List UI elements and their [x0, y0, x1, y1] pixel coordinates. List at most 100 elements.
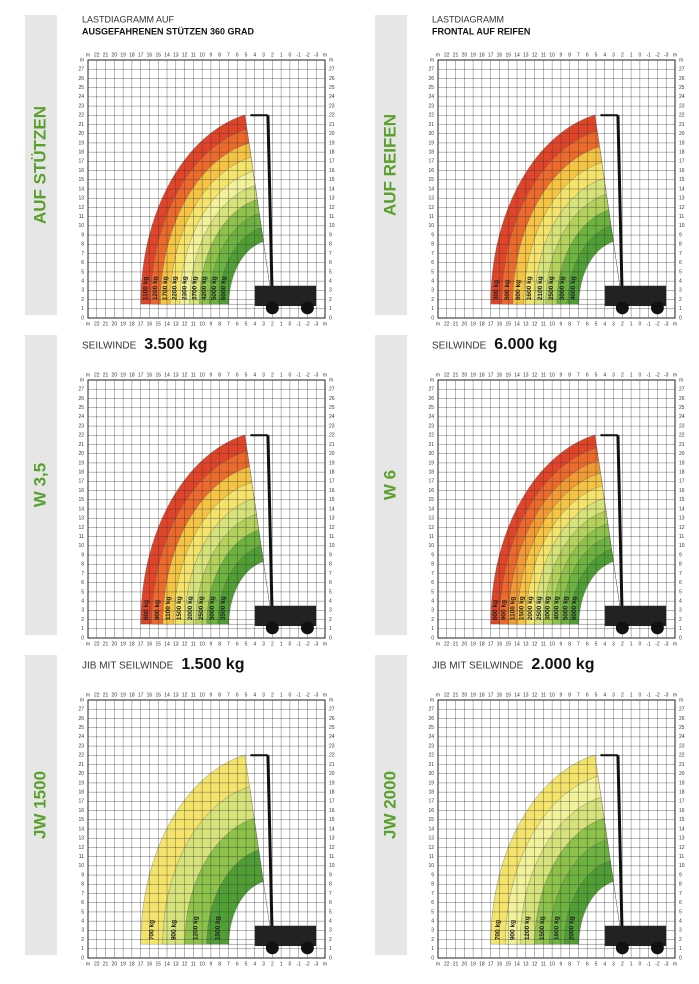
x-axis-label: 4 [603, 692, 606, 698]
x-axis-label: 14 [514, 961, 520, 967]
y-axis-label: 11 [79, 854, 84, 860]
x-axis-label: -2 [305, 692, 310, 698]
x-axis-label: 5 [595, 641, 598, 647]
x-axis-label: 4 [253, 52, 256, 58]
y-axis-label: 6 [81, 900, 84, 906]
x-axis-label: 5 [245, 961, 248, 967]
y-axis-label: 23 [679, 103, 685, 109]
subtitle: 2.000 kg [531, 656, 594, 673]
x-axis-label: 17 [488, 692, 494, 698]
y-axis-label: 26 [679, 716, 685, 722]
x-axis-label: 1 [280, 52, 283, 58]
x-axis-label: 0 [288, 321, 291, 327]
x-axis-label: 3 [262, 641, 265, 647]
x-axis-label: 10 [549, 321, 555, 327]
y-axis-label: 15 [428, 497, 434, 503]
y-axis-label: 23 [428, 103, 434, 109]
y-axis-label: 4 [431, 278, 434, 284]
wheel [650, 941, 664, 955]
y-axis-label: 18 [329, 149, 335, 155]
y-axis-label: 17 [78, 479, 84, 485]
y-axis-label: 23 [329, 743, 335, 749]
x-axis-label: 20 [112, 961, 118, 967]
y-axis-label: 14 [679, 826, 685, 832]
y-axis-label: 17 [329, 799, 335, 805]
y-axis-label: 10 [329, 223, 335, 229]
x-axis-label: 7 [577, 641, 580, 647]
y-axis-label: 0 [679, 635, 682, 641]
diagram-panel: AUF STÜTZEN LASTDIAGRAMM AUF AUSGEFAHRENEN… [25, 14, 335, 327]
boom [266, 115, 274, 305]
y-axis-label: 4 [81, 918, 84, 924]
x-axis-label: 15 [155, 372, 161, 378]
y-axis-label: 0 [431, 635, 434, 641]
y-axis-label: 9 [329, 232, 332, 238]
y-axis-label: 13 [78, 516, 84, 522]
y-axis-label: 15 [329, 497, 335, 503]
y-axis-label: 18 [428, 149, 434, 155]
y-axis-label: 26 [679, 396, 685, 402]
y-axis-label: 0 [329, 315, 332, 321]
y-axis-label: 6 [679, 900, 682, 906]
y-axis-label: 17 [428, 159, 434, 165]
x-axis-label: -3 [664, 641, 669, 647]
x-axis-label: 7 [227, 692, 230, 698]
boom [266, 755, 274, 945]
x-axis-label: 12 [532, 692, 538, 698]
x-axis-label: 5 [595, 372, 598, 378]
y-axis-label: 1 [431, 946, 434, 952]
y-axis-label: 14 [679, 186, 685, 192]
y-axis-label: 10 [329, 863, 335, 869]
y-axis-label: 13 [679, 836, 685, 842]
x-axis-label: 7 [227, 961, 230, 967]
x-axis-label: 21 [453, 52, 459, 58]
x-axis-label: 3 [612, 641, 615, 647]
x-axis-label: 7 [227, 321, 230, 327]
y-axis-label: 2 [329, 937, 332, 943]
x-axis-label: 17 [488, 641, 494, 647]
x-axis-label: 9 [209, 52, 212, 58]
x-axis-label: -1 [296, 372, 301, 378]
y-axis-label: 21 [679, 442, 685, 448]
y-axis-label: 3 [431, 928, 434, 934]
y-axis-label: 2 [431, 297, 434, 303]
wheel [650, 621, 664, 635]
x-axis-label: 5 [245, 372, 248, 378]
x-axis-label: m [673, 692, 677, 698]
y-axis-label: 17 [428, 479, 434, 485]
x-axis-label: 10 [549, 52, 555, 58]
y-axis-label: 6 [329, 580, 332, 586]
x-axis-label: 16 [497, 692, 503, 698]
y-axis-label: 16 [329, 168, 335, 174]
x-axis-label: 2 [271, 372, 274, 378]
x-axis-label: 9 [559, 692, 562, 698]
y-axis-label: 23 [78, 103, 84, 109]
x-axis-label: 19 [120, 692, 126, 698]
y-axis-label: 14 [329, 186, 335, 192]
y-axis-label: 18 [428, 469, 434, 475]
x-axis-label: -2 [305, 52, 310, 58]
diagram-panel: AUF REIFEN LASTDIAGRAMM FRONTAL AUF REIFEN… [375, 14, 685, 327]
y-axis-label: 3 [431, 608, 434, 614]
x-axis-label: 1 [280, 692, 283, 698]
y-axis-label: 5 [81, 589, 84, 595]
vehicle [254, 285, 317, 307]
y-axis-label: 9 [431, 232, 434, 238]
y-axis-label: 13 [428, 196, 434, 202]
x-axis-label: 21 [453, 321, 459, 327]
y-axis-label: 9 [679, 232, 682, 238]
load-label: 1500 kg [215, 916, 222, 940]
y-axis-label: 3 [329, 928, 332, 934]
y-axis-label: 20 [679, 131, 685, 137]
y-axis-label: 15 [78, 497, 84, 503]
y-axis-label: 8 [329, 242, 332, 248]
x-axis-label: 16 [497, 321, 503, 327]
x-axis-label: 5 [595, 961, 598, 967]
side-strip [375, 655, 407, 955]
wheel [265, 941, 279, 955]
x-axis-label: 0 [638, 321, 641, 327]
y-axis-label: 25 [329, 725, 335, 731]
x-axis-label: 6 [586, 321, 589, 327]
y-axis-label: 16 [78, 168, 84, 174]
load-label: 1200 kg [524, 916, 531, 940]
